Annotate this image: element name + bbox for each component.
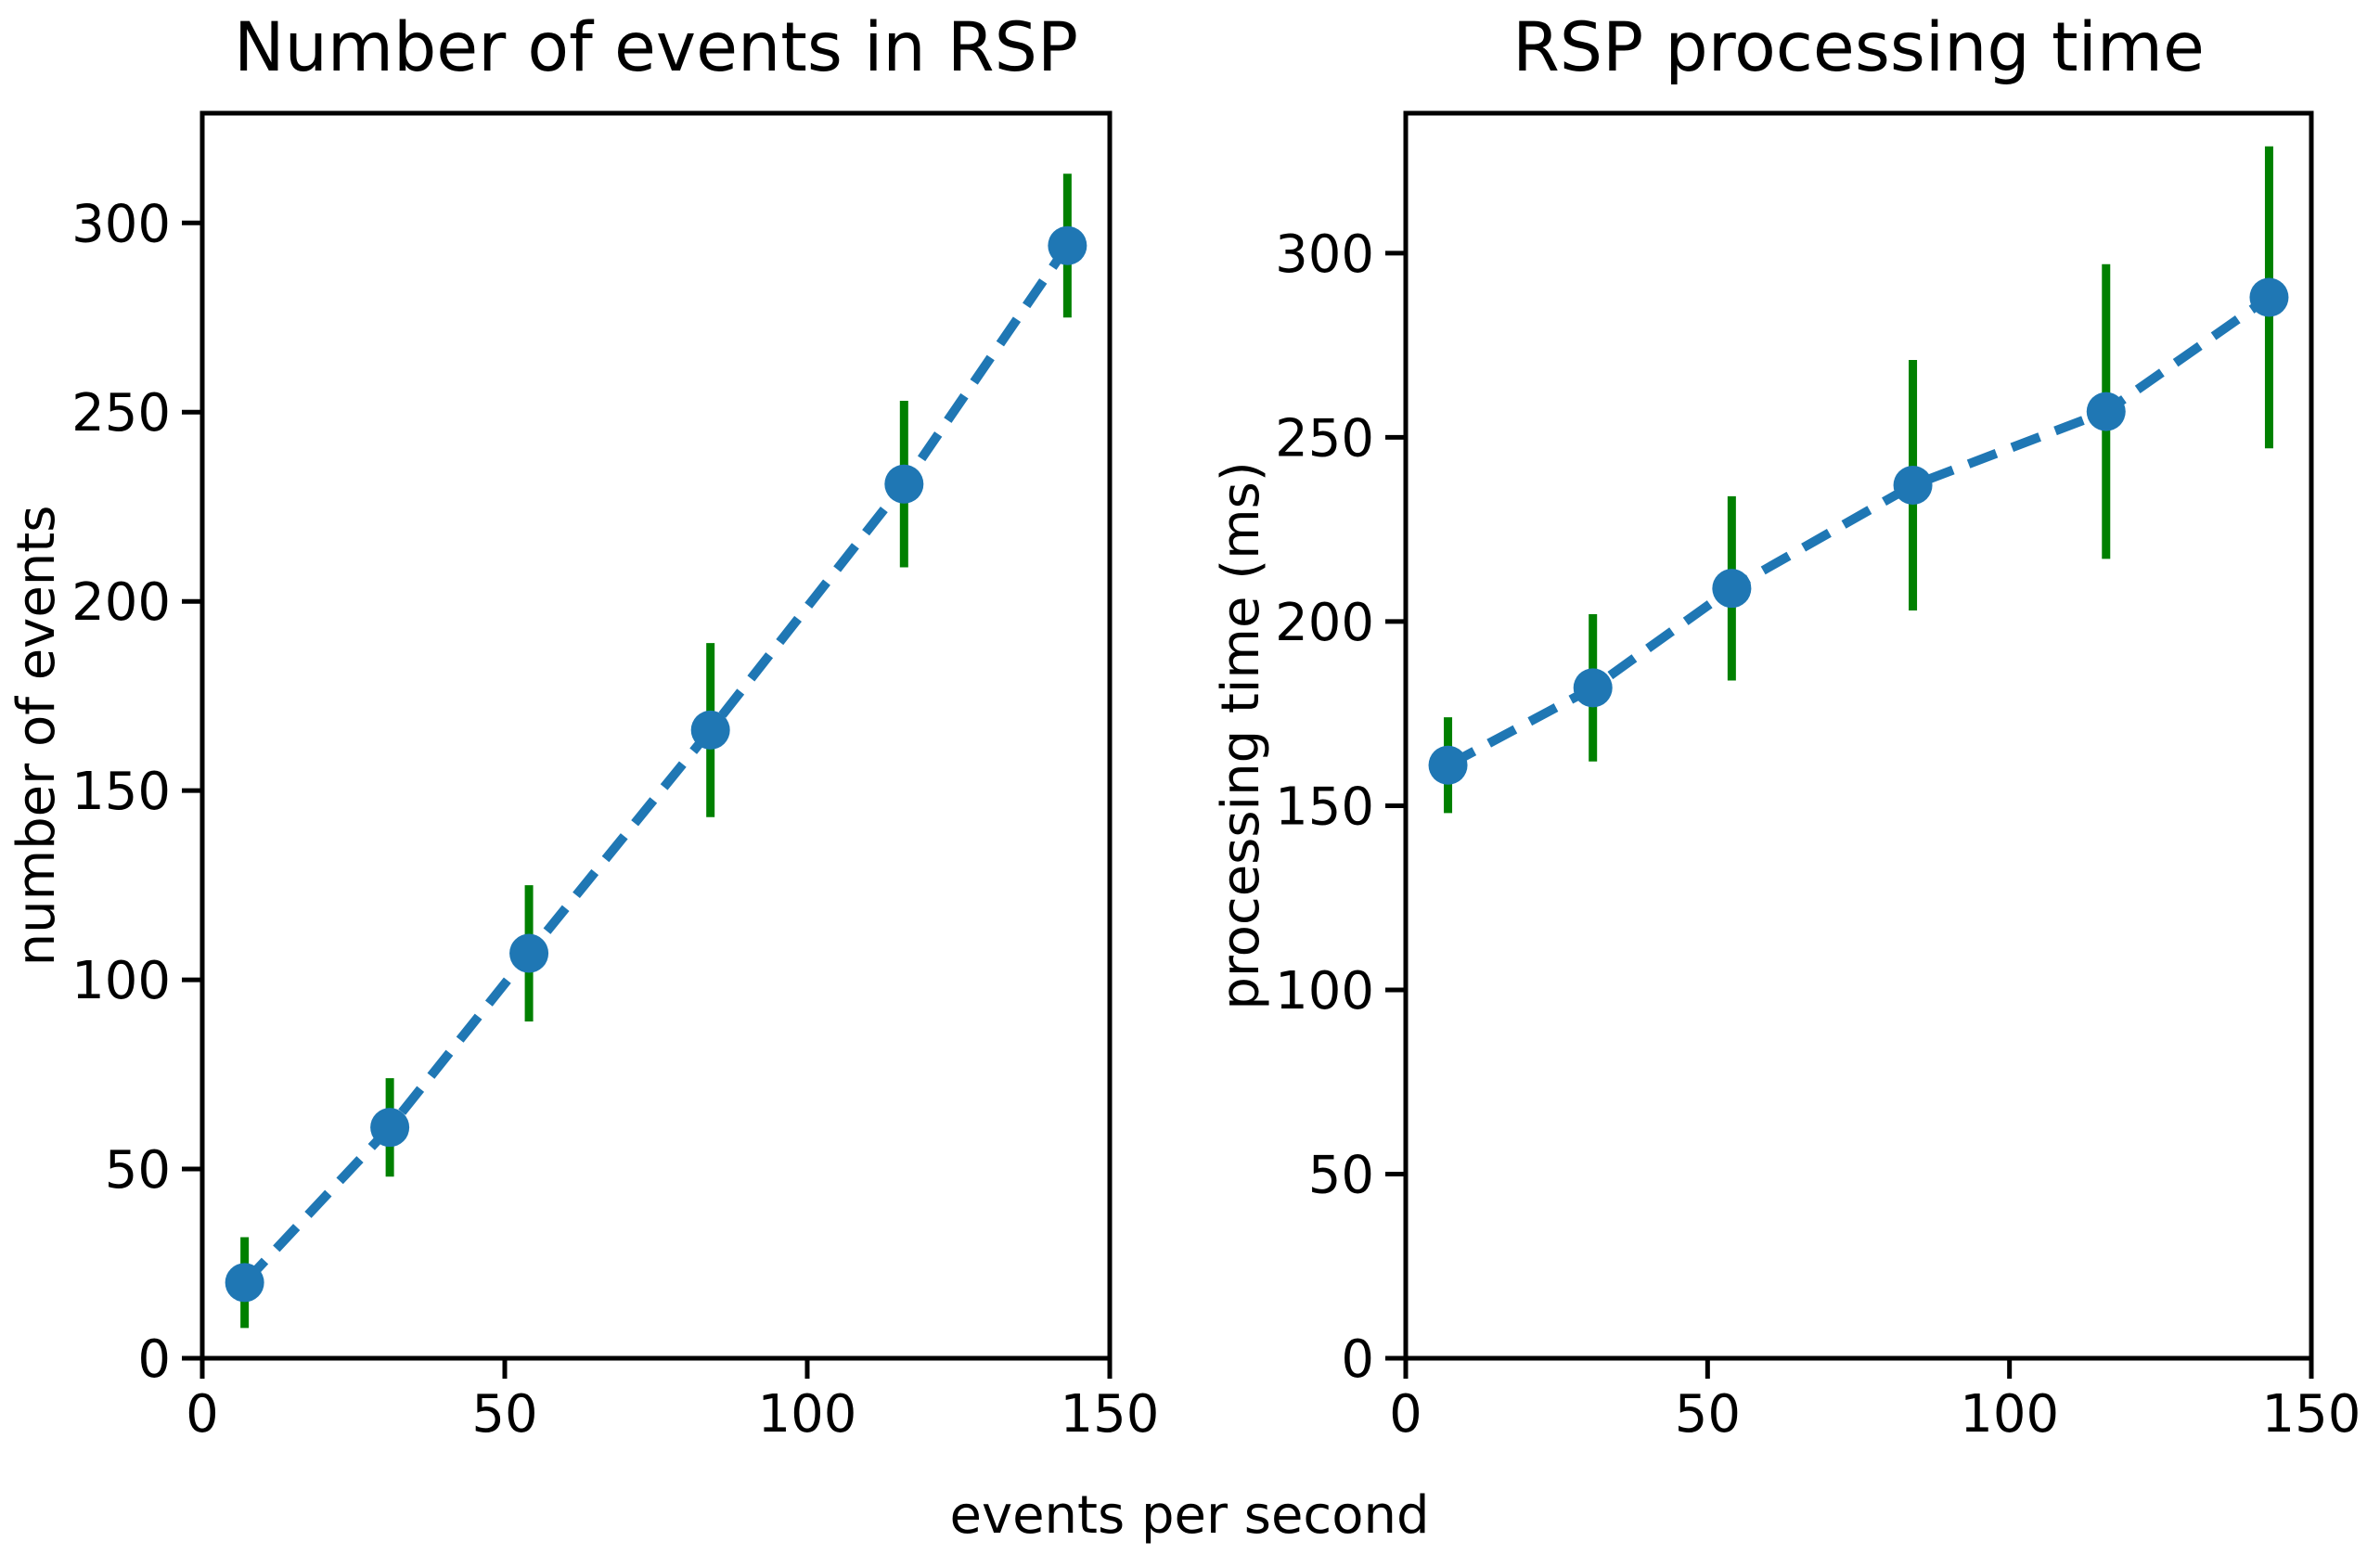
y-tick-label: 50: [1308, 1145, 1374, 1205]
left-y-axis-label: number of events: [6, 506, 67, 967]
y-tick-label: 100: [71, 951, 171, 1011]
y-tick-label: 200: [1275, 593, 1374, 653]
y-tick-label: 150: [71, 762, 171, 822]
x-tick-label: 150: [1061, 1384, 1160, 1445]
right-y-axis-label: processing time (ms): [1211, 461, 1271, 1009]
x-tick-label: 100: [1960, 1384, 2059, 1445]
data-point-marker: [1573, 668, 1613, 708]
series-line: [240, 242, 1072, 1286]
right-chart-title: RSP processing time: [1512, 8, 2205, 87]
y-tick-label: 0: [1341, 1329, 1374, 1390]
data-point-marker: [1048, 225, 1087, 265]
x-tick-label: 150: [2262, 1384, 2361, 1445]
x-tick-label: 0: [1389, 1384, 1422, 1445]
data-point-marker: [690, 710, 730, 750]
y-tick-label: 150: [1275, 777, 1374, 837]
y-tick-label: 200: [71, 572, 171, 633]
x-axis-label: events per second: [949, 1485, 1429, 1546]
data-point-marker: [370, 1108, 410, 1148]
data-point-marker: [1428, 745, 1468, 785]
data-point-marker: [884, 464, 924, 504]
data-point-marker: [2249, 277, 2289, 317]
series-line: [1446, 293, 2272, 770]
data-point-marker: [1893, 466, 1933, 506]
left-chart-title: Number of events in RSP: [234, 8, 1078, 87]
y-tick-label: 0: [137, 1329, 171, 1390]
x-tick-label: 50: [1675, 1384, 1741, 1445]
y-tick-label: 100: [1275, 961, 1374, 1021]
data-point-marker: [2086, 392, 2126, 431]
data-point-marker: [509, 933, 549, 973]
y-tick-label: 50: [105, 1140, 171, 1201]
plot-border: [1403, 110, 2314, 1361]
x-tick-label: 50: [471, 1384, 537, 1445]
y-tick-label: 250: [71, 383, 171, 443]
y-tick-label: 300: [1275, 225, 1374, 285]
left-chart-plot-area: 0 50 100 150 0 50 100 150 200 250 300: [71, 110, 1160, 1445]
data-point-marker: [225, 1263, 264, 1303]
plot-border: [199, 110, 1113, 1361]
right-chart-plot-area: 0 50 100 150 0 50 100 150 200 250 300: [1275, 110, 2361, 1445]
x-tick-label: 100: [758, 1384, 857, 1445]
x-tick-label: 0: [186, 1384, 219, 1445]
data-point-marker: [1712, 569, 1752, 609]
y-tick-label: 250: [1275, 408, 1374, 469]
y-tick-label: 300: [71, 194, 171, 254]
